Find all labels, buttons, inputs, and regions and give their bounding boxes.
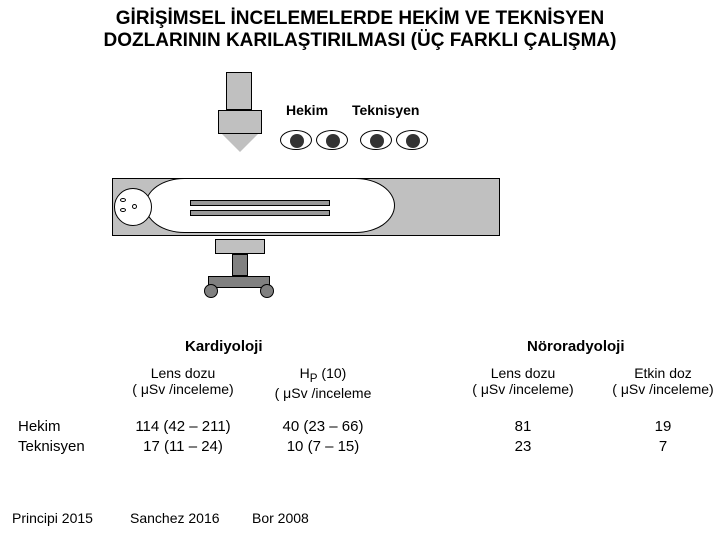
patient-mouth-icon (132, 204, 137, 209)
xray-tube-lower (218, 110, 262, 134)
hp-h: H (300, 365, 310, 381)
ref-sanchez: Sanchez 2016 (130, 510, 220, 526)
ref-bor: Bor 2008 (252, 510, 309, 526)
col-head-l1: Etkin doz (634, 365, 692, 381)
patient-arm (190, 200, 330, 206)
label-hekim: Hekim (286, 102, 328, 118)
col-head-l2: ( μSv /inceleme (275, 385, 372, 401)
wheel-icon (260, 284, 274, 298)
pupil-icon (290, 134, 304, 148)
fluoroscopy-diagram: Hekim Teknisyen (100, 70, 620, 320)
eye-icon (396, 130, 428, 150)
col-lens-right: Lens dozu ( μSv /inceleme) (448, 365, 598, 397)
section-header-noro: Nöroradyoloji (527, 338, 625, 355)
slide-title: GİRİŞİMSEL İNCELEMELERDE HEKİM VE TEKNİS… (0, 8, 720, 52)
col-head-l1: Lens dozu (491, 365, 556, 381)
row-label-teknisyen: Teknisyen (18, 438, 85, 455)
cell-lens-hekim: 114 (42 – 211) (108, 418, 258, 435)
patient-eye-icon (120, 198, 126, 202)
image-receiver (215, 239, 265, 254)
patient-eye-icon (120, 208, 126, 212)
eye-icon (280, 130, 312, 150)
col-head-l1: HP (10) (300, 365, 347, 381)
title-line-2: DOZLARININ KARILAŞTIRILMASI (ÜÇ FARKLI Ç… (0, 30, 720, 52)
pupil-icon (326, 134, 340, 148)
cell-etkin-hekim: 19 (588, 418, 720, 435)
hp-sub: P (310, 372, 318, 385)
eyes-teknisyen (360, 130, 430, 152)
eye-icon (316, 130, 348, 150)
pupil-icon (406, 134, 420, 148)
col-head-l2: ( μSv /inceleme) (612, 381, 713, 397)
section-header-kardiyoloji: Kardiyoloji (185, 338, 263, 355)
pupil-icon (370, 134, 384, 148)
patient-arm (190, 210, 330, 216)
col-hp: HP (10) ( μSv /inceleme (248, 365, 398, 401)
cell-hp-teknisyen: 10 (7 – 15) (248, 438, 398, 455)
label-teknisyen: Teknisyen (352, 102, 419, 118)
col-head-l2: ( μSv /inceleme) (132, 381, 233, 397)
col-lens-left: Lens dozu ( μSv /inceleme) (108, 365, 258, 397)
cell-lensr-teknisyen: 23 (448, 438, 598, 455)
title-line-1: GİRİŞİMSEL İNCELEMELERDE HEKİM VE TEKNİS… (0, 8, 720, 30)
col-head-l1: Lens dozu (151, 365, 216, 381)
col-head-l2: ( μSv /inceleme) (472, 381, 573, 397)
cell-etkin-teknisyen: 7 (588, 438, 720, 455)
wheel-icon (204, 284, 218, 298)
cell-hp-hekim: 40 (23 – 66) (248, 418, 398, 435)
slide-root: GİRİŞİMSEL İNCELEMELERDE HEKİM VE TEKNİS… (0, 0, 720, 540)
row-label-hekim: Hekim (18, 418, 61, 435)
xray-tube-upper (226, 72, 252, 110)
eyes-hekim (280, 130, 350, 152)
hp-paren: (10) (318, 365, 347, 381)
ref-principi: Principi 2015 (12, 510, 93, 526)
xray-cone (222, 134, 258, 152)
cell-lensr-hekim: 81 (448, 418, 598, 435)
eye-icon (360, 130, 392, 150)
stand-column (232, 254, 248, 276)
col-etkin: Etkin doz ( μSv /inceleme) (588, 365, 720, 397)
cell-lens-teknisyen: 17 (11 – 24) (108, 438, 258, 455)
